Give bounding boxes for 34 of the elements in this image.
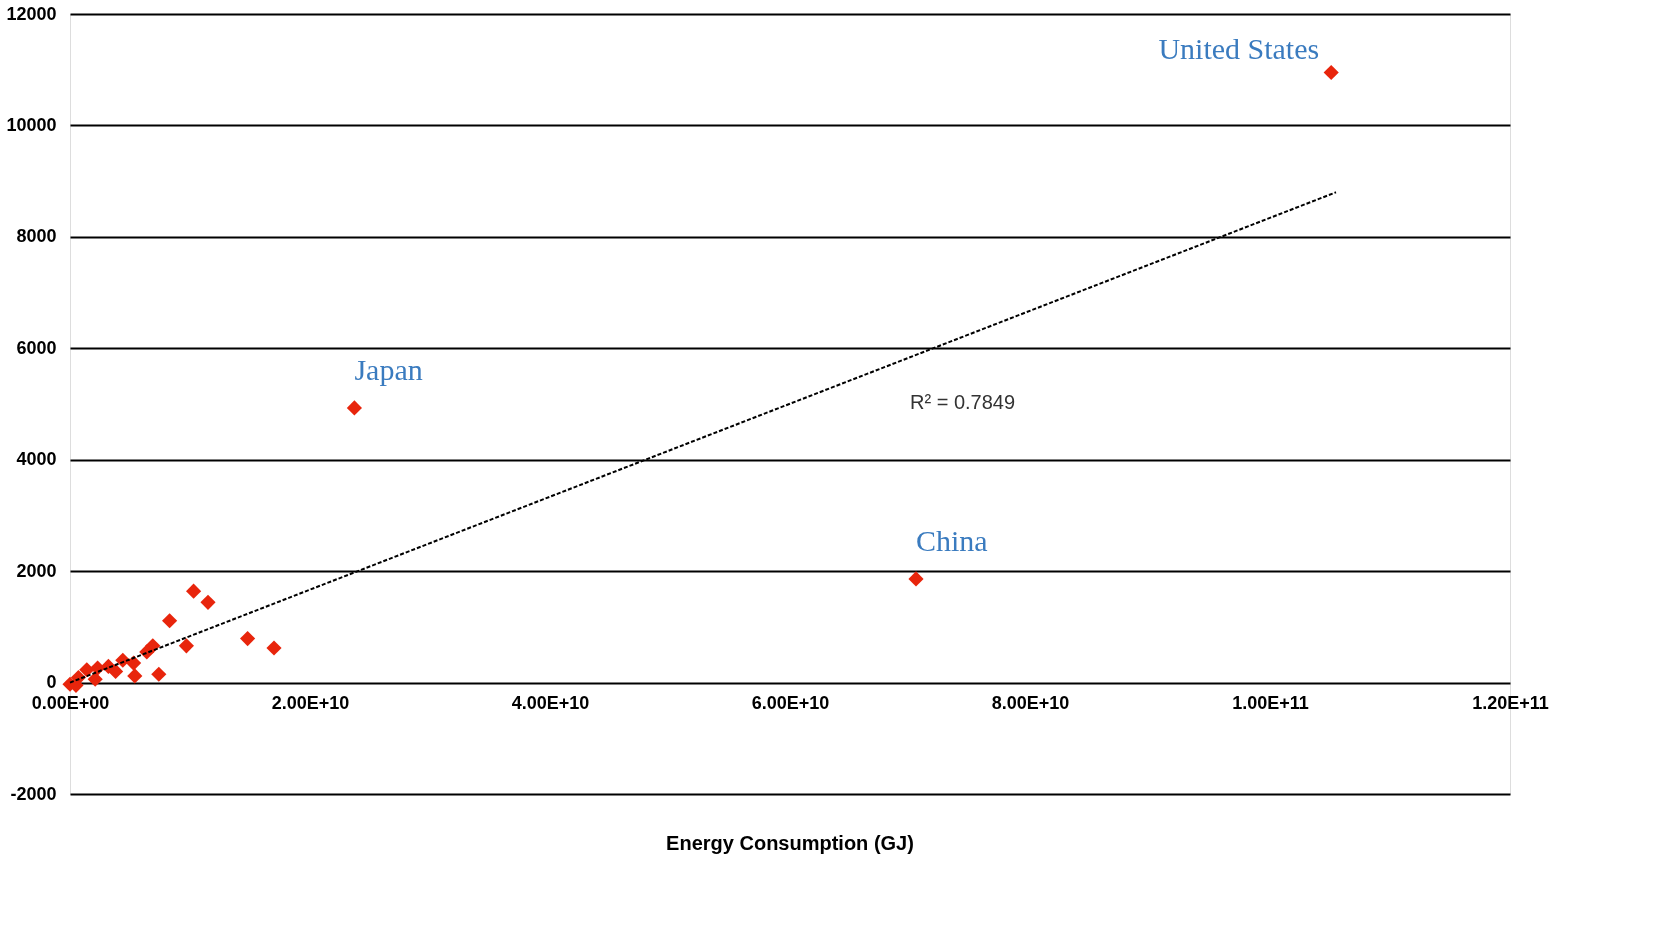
y-tick-label: 6000 [16, 337, 57, 358]
y-tick-label: 10000 [6, 114, 57, 135]
annotation: China [916, 523, 988, 557]
point [178, 638, 194, 654]
point [200, 594, 216, 610]
annotation: Japan [354, 352, 423, 386]
x-tick-label: 0.00E+00 [31, 693, 110, 714]
point [87, 671, 103, 687]
point [127, 668, 143, 684]
point [266, 640, 282, 656]
point [162, 613, 178, 629]
y-tick-label: 12000 [6, 3, 57, 24]
point [1323, 64, 1339, 81]
x-tick-label: 4.00E+10 [511, 693, 590, 714]
y-tick-label: 4000 [16, 449, 57, 470]
annotation: United States [1158, 31, 1320, 65]
point [126, 655, 142, 671]
y-tick-label: -2000 [10, 783, 57, 804]
y-tick-label: 8000 [16, 226, 57, 247]
point [151, 666, 167, 682]
point [346, 400, 362, 416]
y-tick-label: 2000 [16, 560, 57, 581]
x-tick-label: 1.20E+11 [1472, 693, 1549, 714]
x-tick-label: 2.00E+10 [271, 693, 350, 714]
point [108, 663, 124, 680]
annotation: R² = 0.7849 [910, 391, 1016, 414]
point [240, 630, 256, 647]
x-tick-label: 8.00E+10 [991, 693, 1070, 714]
x-tick-label: 1.00E+11 [1232, 693, 1309, 714]
x-axis-title: Energy Consumption (GJ) [666, 832, 914, 854]
point [908, 571, 924, 587]
point [186, 583, 202, 599]
x-tick-label: 6.00E+10 [751, 693, 830, 714]
y-tick-label: 0 [46, 672, 57, 693]
